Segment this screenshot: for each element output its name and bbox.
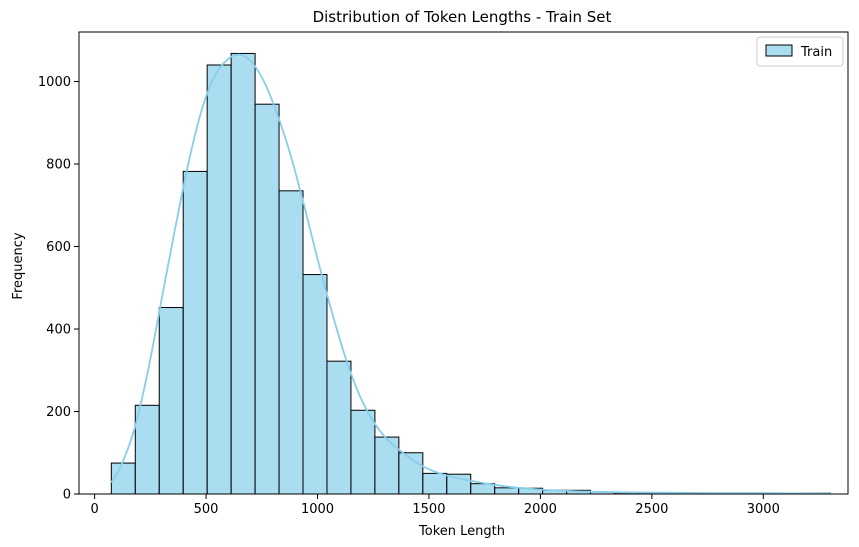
kde-line xyxy=(110,53,831,495)
y-axis-label: Frequency xyxy=(11,232,26,299)
x-tick-label: 2000 xyxy=(524,502,557,517)
histogram-bar xyxy=(134,404,160,495)
x-tick-label: 3000 xyxy=(747,502,780,517)
y-tick-label: 0 xyxy=(63,488,71,503)
x-tick-label: 1000 xyxy=(301,502,334,517)
histogram-bar xyxy=(158,307,184,495)
y-tick-label: 200 xyxy=(46,405,71,420)
histogram-bar xyxy=(326,360,352,495)
x-tick-label: 1500 xyxy=(412,502,445,517)
histogram-bar xyxy=(470,483,496,495)
y-tick-label: 1000 xyxy=(38,75,71,90)
histogram-bar xyxy=(278,190,304,495)
y-tick-label: 600 xyxy=(46,240,71,255)
histogram-bar xyxy=(182,170,208,495)
chart-title: Distribution of Token Lengths - Train Se… xyxy=(313,8,612,26)
histogram-bar xyxy=(230,52,256,495)
x-axis-ticks: 0 500 1000 1500 2000 2500 3000 xyxy=(90,494,780,517)
legend-box xyxy=(756,36,844,67)
histogram-bar xyxy=(254,103,280,495)
histogram-bars xyxy=(110,52,831,495)
legend: Train xyxy=(756,36,844,67)
x-tick-label: 2500 xyxy=(635,502,668,517)
histogram-bar xyxy=(350,409,376,495)
legend-swatch xyxy=(765,44,793,57)
y-axis-ticks: 0 200 400 600 800 1000 xyxy=(38,75,79,503)
y-tick-label: 400 xyxy=(46,323,71,338)
histogram-bar xyxy=(494,487,520,495)
x-axis-label: Token Length xyxy=(418,524,505,539)
x-tick-label: 500 xyxy=(194,502,219,517)
y-tick-label: 800 xyxy=(46,158,71,173)
histogram-bar xyxy=(422,472,448,495)
plot-frame xyxy=(78,31,849,495)
histogram-bar xyxy=(302,274,328,495)
x-tick-label: 0 xyxy=(90,502,98,517)
legend-label: Train xyxy=(800,45,832,60)
histogram-bar xyxy=(206,64,232,495)
